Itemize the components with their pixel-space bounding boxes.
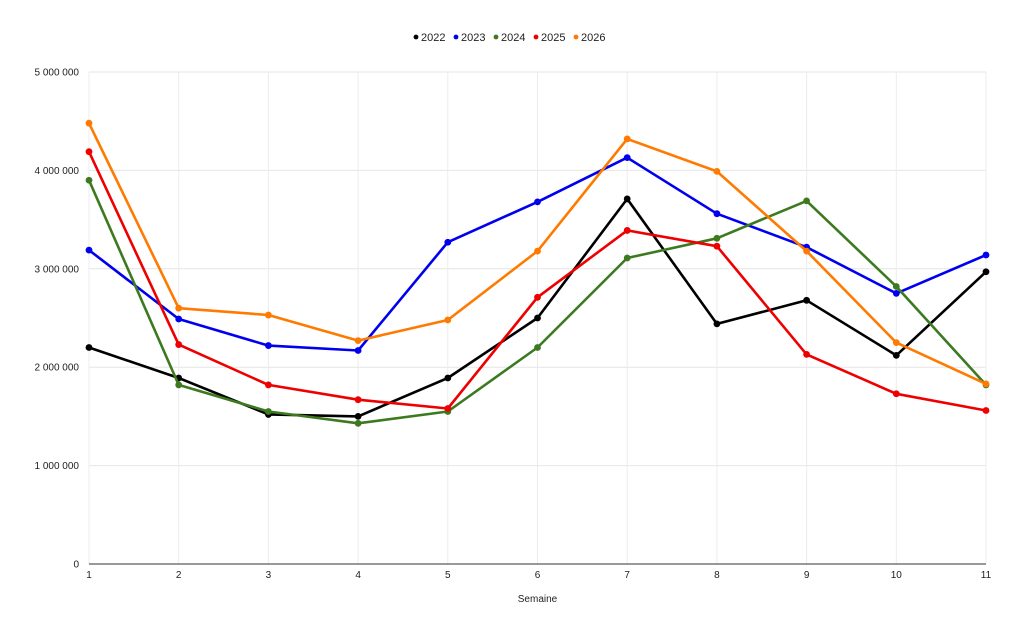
data-point (982, 407, 990, 414)
data-point (85, 344, 93, 351)
x-tick-label: 6 (535, 570, 541, 581)
y-tick-label: 1 000 000 (35, 461, 80, 472)
data-point (534, 293, 541, 301)
legend-item-2022: 2022 (413, 32, 445, 44)
data-point (623, 195, 631, 203)
data-point (713, 234, 721, 242)
legend-marker (573, 34, 579, 40)
y-tick-label: 2 000 000 (35, 363, 80, 374)
series-2025 (85, 148, 990, 414)
data-point (85, 148, 93, 156)
x-axis-title: Semaine (518, 594, 558, 605)
data-point (85, 119, 93, 127)
y-tick-label: 3 000 000 (35, 264, 80, 275)
legend-item-2026: 2026 (573, 32, 605, 44)
legend-label: 2022 (421, 32, 445, 44)
x-tick-label: 1 (86, 570, 92, 581)
legend-label: 2024 (501, 32, 525, 44)
data-point (892, 283, 900, 290)
legend-item-2024: 2024 (493, 32, 525, 44)
data-point (534, 314, 541, 322)
data-point (982, 251, 990, 259)
data-point (623, 154, 631, 162)
legend-label: 2026 (581, 32, 605, 44)
data-point (175, 381, 183, 389)
data-point (713, 242, 721, 250)
data-point (265, 342, 272, 349)
data-point (892, 390, 900, 398)
data-point (265, 311, 272, 319)
data-point (803, 351, 810, 358)
data-point (175, 341, 183, 348)
data-point (265, 381, 272, 389)
data-point (85, 176, 93, 184)
data-point (354, 337, 362, 345)
legend-label: 2023 (461, 32, 485, 44)
data-point (175, 304, 183, 312)
series-2023 (85, 154, 990, 354)
series-group (85, 119, 990, 427)
data-point (892, 339, 900, 346)
data-point (354, 347, 362, 354)
data-point (982, 380, 990, 388)
data-point (534, 198, 541, 206)
x-tick-label: 10 (891, 570, 903, 581)
legend-marker (413, 34, 419, 40)
data-point (85, 246, 93, 254)
data-point (803, 247, 810, 255)
x-tick-label: 11 (981, 570, 992, 581)
data-point (354, 396, 362, 404)
y-tick-label: 5 000 000 (35, 68, 80, 79)
data-point (534, 344, 541, 351)
x-axis-ticks: 1 2 3 4 5 6 7 8 9 10 11 (86, 570, 991, 581)
legend-marker (453, 34, 459, 40)
x-tick-label: 2 (176, 570, 182, 581)
data-point (713, 167, 721, 175)
legend-item-2025: 2025 (533, 32, 565, 44)
data-point (623, 227, 631, 234)
data-point (354, 419, 362, 427)
data-point (623, 135, 631, 143)
data-point (444, 316, 452, 324)
data-point (265, 408, 272, 415)
data-point (892, 290, 900, 297)
legend-marker (493, 34, 499, 40)
x-tick-label: 7 (624, 570, 630, 581)
x-tick-label: 3 (266, 570, 272, 581)
x-tick-label: 5 (445, 570, 451, 581)
legend: 2022 2023 2024 2025 2026 (413, 32, 605, 44)
y-tick-label: 4 000 000 (35, 166, 80, 177)
data-point (982, 268, 990, 276)
legend-marker (533, 34, 539, 40)
data-point (713, 320, 721, 328)
data-point (892, 351, 900, 359)
data-point (175, 315, 183, 323)
data-point (354, 413, 362, 420)
data-point (713, 210, 721, 218)
series-2026 (85, 119, 990, 388)
x-tick-label: 4 (355, 570, 361, 581)
data-point (534, 247, 541, 255)
data-point (623, 254, 631, 262)
x-tick-label: 9 (804, 570, 810, 581)
legend-label: 2025 (541, 32, 565, 44)
legend-item-2023: 2023 (453, 32, 485, 44)
x-tick-label: 8 (714, 570, 720, 581)
y-tick-label: 0 (73, 560, 79, 571)
data-point (803, 197, 810, 205)
data-point (444, 374, 452, 382)
data-point (803, 296, 810, 304)
y-axis-ticks: 0 1 000 000 2 000 000 3 000 000 4 000 000 5 0… (35, 68, 80, 571)
data-point (444, 405, 452, 412)
data-point (444, 238, 452, 246)
